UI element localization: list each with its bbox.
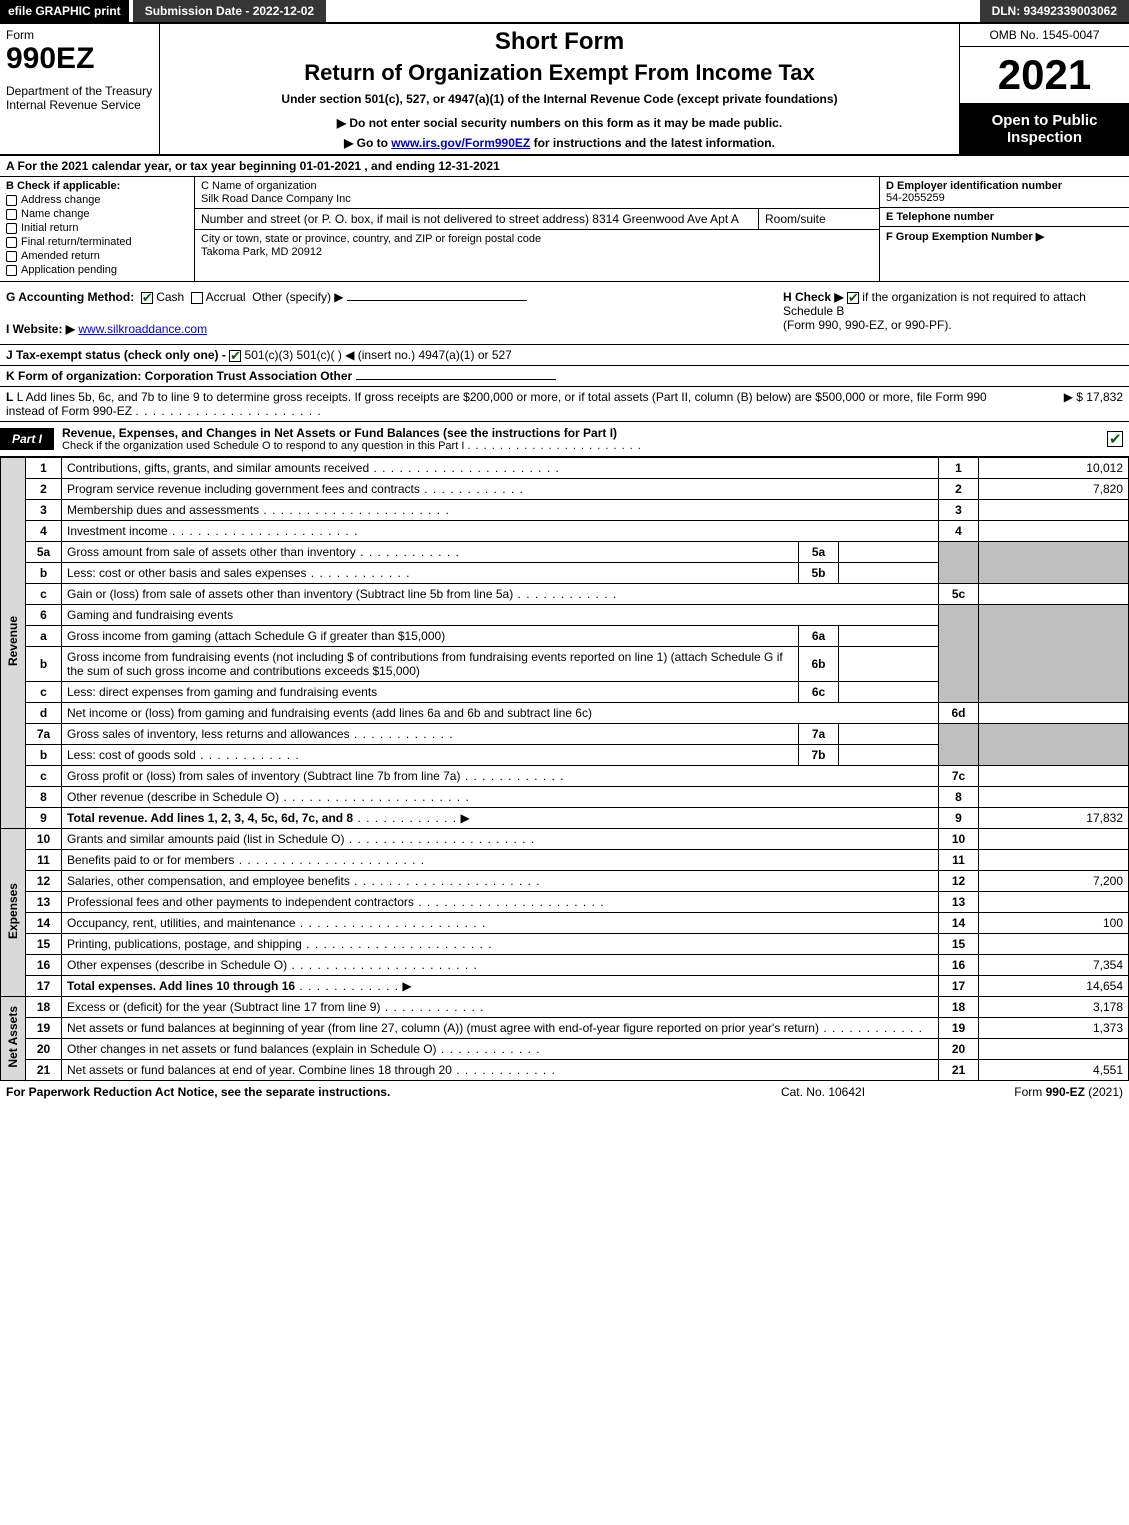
- form-header: Form 990EZ Department of the Treasury In…: [0, 24, 1129, 156]
- submission-date: Submission Date - 2022-12-02: [133, 0, 326, 22]
- addr: 8314 Greenwood Ave Apt A: [592, 212, 739, 226]
- footer-form: Form 990-EZ (2021): [923, 1085, 1123, 1099]
- l-amount: ▶ $ 17,832: [1003, 390, 1123, 418]
- j-label: J Tax-exempt status (check only one) -: [6, 348, 229, 362]
- row-gh: G Accounting Method: Cash Accrual Other …: [0, 282, 1129, 345]
- chk-address-change[interactable]: Address change: [6, 194, 188, 206]
- footer: For Paperwork Reduction Act Notice, see …: [0, 1081, 1129, 1103]
- chk-cash[interactable]: [141, 292, 153, 304]
- ssn-warning: ▶ Do not enter social security numbers o…: [168, 116, 951, 130]
- department-label: Department of the Treasury Internal Reve…: [6, 84, 153, 112]
- section-c: C Name of organization Silk Road Dance C…: [195, 177, 879, 281]
- row-j: J Tax-exempt status (check only one) - 5…: [0, 345, 1129, 366]
- website-row: I Website: ▶ www.silkroaddance.com: [6, 322, 783, 336]
- checkbox-icon: [6, 223, 17, 234]
- section-b: B Check if applicable: Address change Na…: [0, 177, 195, 281]
- ein: 54-2055259: [886, 192, 1123, 204]
- g-label: G Accounting Method:: [6, 290, 134, 304]
- chk-schedule-b[interactable]: [847, 292, 859, 304]
- h-label: H Check ▶: [783, 290, 844, 304]
- website-link[interactable]: www.silkroaddance.com: [78, 322, 207, 336]
- accounting-method: G Accounting Method: Cash Accrual Other …: [6, 290, 783, 304]
- header-right: OMB No. 1545-0047 2021 Open to Public In…: [959, 24, 1129, 154]
- line-val: 10,012: [979, 458, 1129, 479]
- line-desc: Contributions, gifts, grants, and simila…: [67, 461, 369, 475]
- expenses-tab: Expenses: [1, 829, 26, 997]
- row-k: K Form of organization: Corporation Trus…: [0, 366, 1129, 387]
- org-name: Silk Road Dance Company Inc: [201, 193, 873, 205]
- row-l: L L Add lines 5b, 6c, and 7b to line 9 t…: [0, 387, 1129, 422]
- efile-label[interactable]: efile GRAPHIC print: [0, 0, 129, 22]
- chk-schedule-o[interactable]: [1107, 431, 1123, 447]
- checkbox-icon: [6, 237, 17, 248]
- footer-left: For Paperwork Reduction Act Notice, see …: [6, 1085, 723, 1099]
- chk-501c3[interactable]: [229, 350, 241, 362]
- info-grid: B Check if applicable: Address change Na…: [0, 177, 1129, 282]
- netassets-tab: Net Assets: [1, 997, 26, 1081]
- section-def: D Employer identification number 54-2055…: [879, 177, 1129, 281]
- form-number: 990EZ: [6, 42, 153, 76]
- chk-amended-return[interactable]: Amended return: [6, 250, 188, 262]
- top-bar: efile GRAPHIC print Submission Date - 20…: [0, 0, 1129, 24]
- checkbox-icon: [6, 265, 17, 276]
- ein-label: D Employer identification number: [886, 180, 1123, 192]
- chk-final-return[interactable]: Final return/terminated: [6, 236, 188, 248]
- org-name-label: C Name of organization: [201, 180, 317, 192]
- section-a: A For the 2021 calendar year, or tax yea…: [0, 156, 1129, 177]
- group-exemption-label: F Group Exemption Number ▶: [886, 230, 1123, 243]
- part1-label: Part I: [0, 428, 54, 450]
- header-left: Form 990EZ Department of the Treasury In…: [0, 24, 160, 154]
- col-num: 1: [939, 458, 979, 479]
- checkbox-icon: [6, 209, 17, 220]
- revenue-tab: Revenue: [1, 458, 26, 829]
- city-label: City or town, state or province, country…: [201, 233, 541, 245]
- linenum: 1: [26, 458, 62, 479]
- form-table: Revenue 1 Contributions, gifts, grants, …: [0, 457, 1129, 1081]
- h-side: H Check ▶ if the organization is not req…: [783, 290, 1123, 336]
- checkbox-icon: [6, 251, 17, 262]
- part1-sub: Check if the organization used Schedule …: [62, 440, 464, 452]
- footer-cat: Cat. No. 10642I: [723, 1085, 923, 1099]
- open-inspection: Open to Public Inspection: [960, 104, 1129, 154]
- part1-title: Revenue, Expenses, and Changes in Net As…: [54, 422, 1107, 456]
- header-center: Short Form Return of Organization Exempt…: [160, 24, 959, 154]
- omb-number: OMB No. 1545-0047: [960, 24, 1129, 47]
- note2-post: for instructions and the latest informat…: [530, 136, 775, 150]
- chk-accrual[interactable]: [191, 292, 203, 304]
- irs-link[interactable]: www.irs.gov/Form990EZ: [391, 136, 530, 150]
- section-b-label: B Check if applicable:: [6, 180, 188, 192]
- i-label: I Website: ▶: [6, 322, 75, 336]
- chk-initial-return[interactable]: Initial return: [6, 222, 188, 234]
- form-subtitle: Under section 501(c), 527, or 4947(a)(1)…: [168, 92, 951, 106]
- checkbox-icon: [6, 195, 17, 206]
- k-label: K Form of organization: Corporation Trus…: [6, 369, 352, 383]
- short-form-title: Short Form: [168, 28, 951, 56]
- city: Takoma Park, MD 20912: [201, 246, 873, 258]
- instructions-note: ▶ Go to www.irs.gov/Form990EZ for instru…: [168, 136, 951, 150]
- room-label: Room/suite: [765, 212, 826, 226]
- dln: DLN: 93492339003062: [980, 0, 1129, 22]
- chk-application-pending[interactable]: Application pending: [6, 264, 188, 276]
- note2-pre: ▶ Go to: [344, 136, 391, 150]
- chk-name-change[interactable]: Name change: [6, 208, 188, 220]
- form-label: Form: [6, 28, 153, 42]
- addr-label: Number and street (or P. O. box, if mail…: [201, 212, 589, 226]
- tax-year: 2021: [960, 47, 1129, 104]
- tel-label: E Telephone number: [886, 211, 1123, 223]
- form-title: Return of Organization Exempt From Incom…: [168, 60, 951, 86]
- part1-header: Part I Revenue, Expenses, and Changes in…: [0, 422, 1129, 457]
